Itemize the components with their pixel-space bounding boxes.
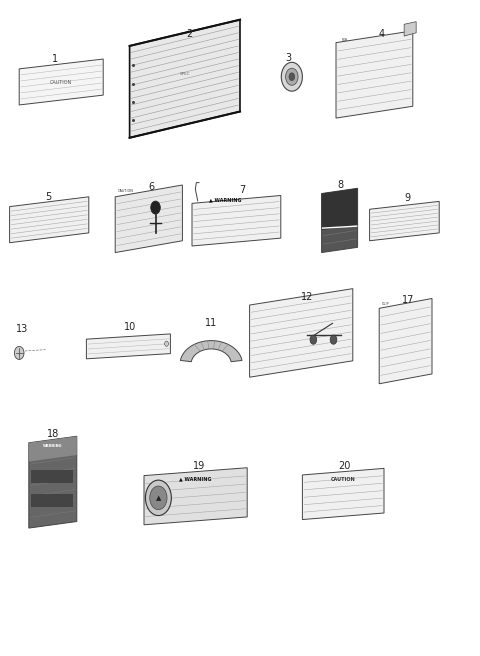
- Polygon shape: [322, 188, 358, 230]
- Circle shape: [281, 62, 302, 91]
- Text: CAUTION: CAUTION: [118, 190, 134, 194]
- Polygon shape: [144, 468, 247, 525]
- Text: 13: 13: [15, 324, 28, 335]
- Text: 5: 5: [45, 192, 51, 202]
- Polygon shape: [250, 289, 353, 377]
- Text: SPEC: SPEC: [180, 72, 190, 76]
- Text: CAUTION: CAUTION: [331, 477, 356, 482]
- Polygon shape: [29, 436, 77, 528]
- Polygon shape: [10, 197, 89, 243]
- Text: ▲: ▲: [156, 495, 161, 501]
- Polygon shape: [322, 188, 358, 253]
- Polygon shape: [19, 59, 103, 105]
- Polygon shape: [130, 20, 240, 138]
- Text: KIA: KIA: [342, 38, 348, 42]
- Text: 10: 10: [123, 321, 136, 332]
- Circle shape: [310, 335, 317, 344]
- Polygon shape: [404, 22, 416, 36]
- Text: 7: 7: [239, 185, 246, 195]
- Text: 6: 6: [148, 182, 154, 192]
- Polygon shape: [302, 468, 384, 520]
- Circle shape: [165, 341, 168, 346]
- Polygon shape: [379, 298, 432, 384]
- Polygon shape: [115, 185, 182, 253]
- Polygon shape: [370, 201, 439, 241]
- Text: CAUTION: CAUTION: [50, 79, 72, 85]
- Polygon shape: [86, 334, 170, 359]
- Text: 1: 1: [52, 54, 58, 64]
- Polygon shape: [29, 436, 77, 462]
- Text: CLIP: CLIP: [382, 302, 389, 306]
- Circle shape: [145, 480, 171, 516]
- Text: 11: 11: [205, 318, 217, 328]
- Text: 3: 3: [285, 52, 291, 63]
- Circle shape: [151, 201, 160, 214]
- FancyBboxPatch shape: [31, 470, 73, 483]
- Text: 20: 20: [338, 461, 351, 471]
- Circle shape: [14, 346, 24, 359]
- Text: ▲ WARNING: ▲ WARNING: [179, 477, 211, 482]
- Text: 18: 18: [47, 429, 59, 440]
- FancyBboxPatch shape: [31, 494, 73, 506]
- Text: 12: 12: [301, 291, 313, 302]
- Text: 19: 19: [193, 461, 205, 471]
- Polygon shape: [180, 340, 242, 361]
- Text: 4: 4: [379, 29, 384, 39]
- Circle shape: [150, 486, 167, 510]
- Polygon shape: [192, 195, 281, 246]
- Circle shape: [286, 68, 298, 85]
- Text: 8: 8: [338, 180, 344, 190]
- Circle shape: [289, 73, 295, 81]
- Text: WARNING: WARNING: [43, 444, 62, 448]
- Polygon shape: [336, 31, 413, 118]
- Circle shape: [330, 335, 337, 344]
- Text: 2: 2: [186, 29, 193, 39]
- Text: 17: 17: [402, 295, 414, 305]
- Text: ▲ WARNING: ▲ WARNING: [209, 198, 242, 203]
- Text: 9: 9: [404, 193, 410, 203]
